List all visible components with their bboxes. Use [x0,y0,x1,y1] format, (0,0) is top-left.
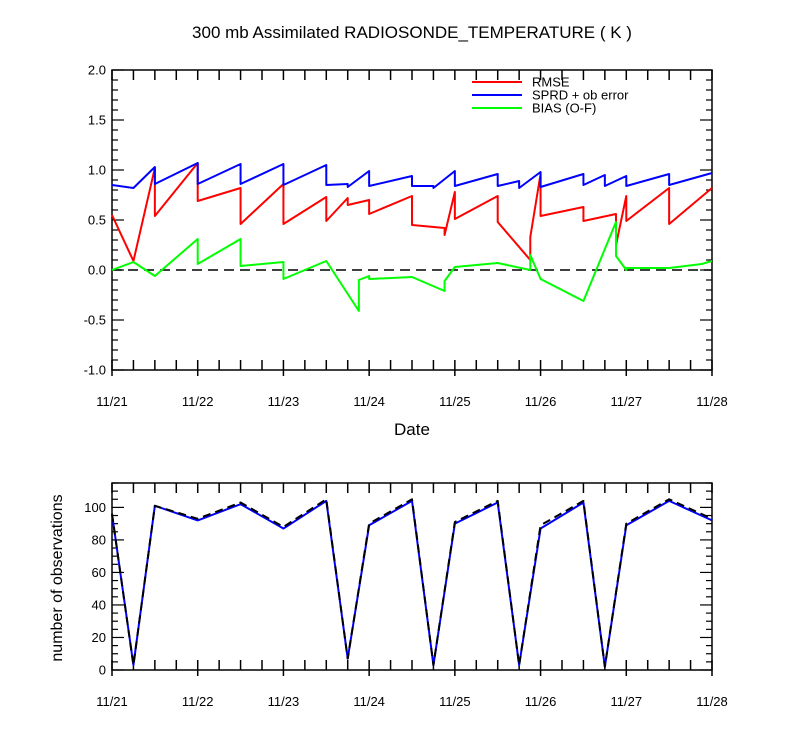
y-tick-label: 60 [92,565,106,580]
legend-label: SPRD + ob error [532,88,629,103]
x-tick-label: 11/25 [439,394,471,409]
y-tick-label: 20 [92,630,106,645]
x-tick-label: 11/26 [525,694,557,709]
chart-title: 300 mb Assimilated RADIOSONDE_TEMPERATUR… [192,23,632,42]
y-tick-label: 0.0 [88,263,106,278]
y-tick-label: 0 [99,663,106,678]
x-tick-label: 11/27 [610,394,642,409]
x-tick-label: 11/21 [96,394,128,409]
x-tick-label: 11/24 [353,694,385,709]
series-line-bias-o-f [111,221,713,312]
y-axis-label-observations: number of observations [49,494,66,661]
y-tick-label: 100 [84,500,106,515]
y-tick-label: 2.0 [88,63,106,78]
x-tick-label: 11/27 [610,694,642,709]
y-tick-label: 80 [92,532,106,547]
x-tick-label: 11/24 [353,394,385,409]
x-tick-label: 11/23 [268,694,300,709]
y-tick-label: 40 [92,597,106,612]
legend-label: RMSE [532,75,570,90]
plot-frame [111,482,713,671]
x-tick-label: 11/22 [182,394,214,409]
x-tick-label: 11/28 [696,694,728,709]
y-tick-label: -1.0 [84,363,106,378]
x-tick-label: 11/25 [439,694,471,709]
y-tick-label: -0.5 [84,313,106,328]
x-axis-label: Date [394,420,430,439]
x-tick-label: 11/23 [268,394,300,409]
series-line-dashed [111,498,713,668]
x-tick-label: 11/22 [182,694,214,709]
x-tick-label: 11/21 [96,694,128,709]
legend-label: BIAS (O-F) [532,101,596,116]
x-tick-label: 11/28 [696,394,728,409]
bottom-plot-area: 11/21 11/22 11/23 11/24 11/25 11/26 11/27 11/28… [84,482,728,709]
top-plot-area: 11/21 11/22 11/23 11/24 11/25 11/26 11/27 11/28… [84,63,728,410]
y-tick-label: 0.5 [88,213,106,228]
series-line-sprd-ob-error [111,162,713,189]
series-line-solid [111,499,713,668]
x-tick-label: 11/26 [525,394,557,409]
series-line-rmse [111,162,713,262]
y-tick-label: 1.5 [88,113,106,128]
y-tick-label: 1.0 [88,163,106,178]
